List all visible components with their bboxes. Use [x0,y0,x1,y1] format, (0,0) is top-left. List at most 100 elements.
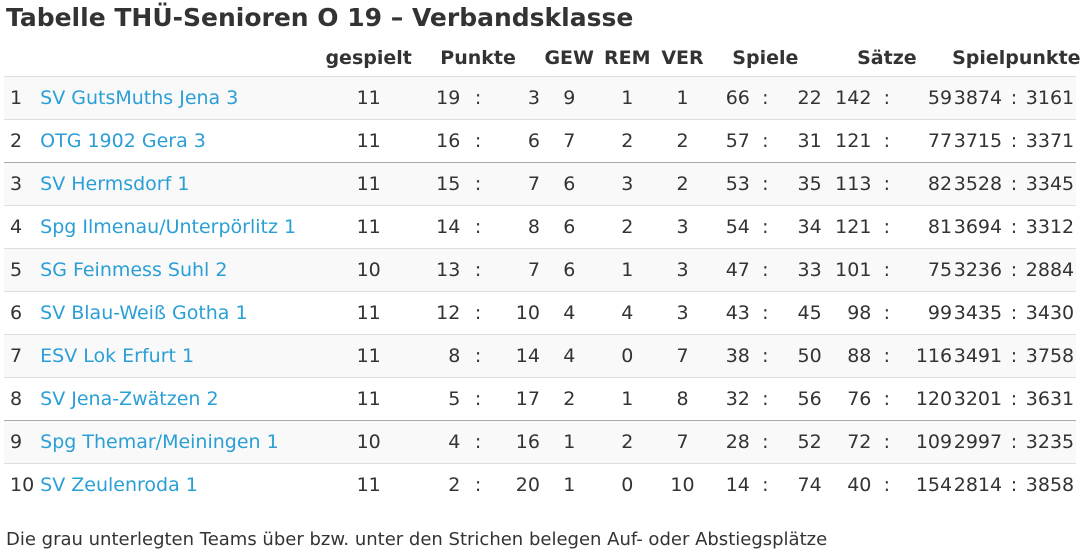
team-cell: SV Blau-Weiß Gotha 1 [37,291,322,335]
spielpunkte-plus-cell: 3715 [952,119,1006,163]
rem-cell: 0 [598,463,656,506]
spiele-plus-cell: 53 [709,162,750,206]
ver-cell: 2 [655,119,709,163]
rank-cell: 1 [4,76,38,120]
team-link[interactable]: SV Hermsdorf 1 [40,173,190,195]
punkte-plus-cell: 12 [416,291,461,335]
saetze-separator: : [871,205,903,249]
saetze-minus-cell: 77 [902,119,953,163]
gew-cell: 2 [539,377,599,421]
gespielt-cell: 11 [321,463,417,506]
rem-cell: 2 [598,205,656,249]
spielpunkte-separator: : [1005,162,1023,206]
rem-cell: 1 [598,377,656,421]
punkte-plus-cell: 8 [416,334,461,378]
saetze-separator: : [871,463,903,506]
ver-cell: 3 [655,248,709,292]
saetze-plus-cell: 40 [821,463,872,506]
gew-cell: 4 [539,291,599,335]
team-link[interactable]: SV Zeulenroda 1 [40,474,198,496]
punkte-separator: : [460,463,496,506]
team-link[interactable]: SV GutsMuths Jena 3 [40,87,239,109]
gespielt-cell: 11 [321,162,417,206]
spiele-plus-cell: 43 [709,291,750,335]
team-link[interactable]: SV Blau-Weiß Gotha 1 [40,302,248,324]
spiele-minus-cell: 56 [780,377,822,421]
spiele-separator: : [749,119,781,163]
punkte-minus-cell: 7 [495,162,540,206]
team-link[interactable]: OTG 1902 Gera 3 [40,130,206,152]
saetze-minus-cell: 59 [902,76,953,120]
spielpunkte-plus-cell: 3201 [952,377,1006,421]
punkte-plus-cell: 19 [416,76,461,120]
punkte-separator: : [460,76,496,120]
saetze-minus-cell: 154 [902,463,953,506]
saetze-minus-cell: 81 [902,205,953,249]
spielpunkte-separator: : [1005,334,1023,378]
spielpunkte-separator: : [1005,291,1023,335]
team-link[interactable]: Spg Themar/Meiningen 1 [40,431,279,453]
rank-cell: 7 [4,334,38,378]
spielpunkte-separator: : [1005,248,1023,292]
gew-cell: 6 [539,205,599,249]
team-link[interactable]: SV Jena-Zwätzen 2 [40,388,219,410]
spiele-plus-cell: 57 [709,119,750,163]
rem-cell: 1 [598,248,656,292]
punkte-plus-cell: 13 [416,248,461,292]
punkte-plus-cell: 15 [416,162,461,206]
table-row: 5 SG Feinmess Suhl 2 10 13:7 6 1 3 47:33 101:75 3… [4,248,1076,292]
spiele-minus-cell: 45 [780,291,822,335]
header-gespielt: gespielt [321,40,417,77]
team-link[interactable]: ESV Lok Erfurt 1 [40,345,195,367]
team-cell: SG Feinmess Suhl 2 [37,248,322,292]
saetze-separator: : [871,119,903,163]
rem-cell: 1 [598,76,656,120]
rank-cell: 3 [4,162,38,206]
spielpunkte-minus-cell: 3371 [1022,119,1076,163]
spielpunkte-plus-cell: 3491 [952,334,1006,378]
punkte-minus-cell: 20 [495,463,540,506]
team-cell: SV Hermsdorf 1 [37,162,322,206]
team-link[interactable]: Spg Ilmenau/Unterpörlitz 1 [40,216,297,238]
spiele-minus-cell: 31 [780,119,822,163]
table-row: 1 SV GutsMuths Jena 3 11 19:3 9 1 1 66:22 142:59… [4,76,1076,120]
rem-cell: 0 [598,334,656,378]
spiele-separator: : [749,377,781,421]
spiele-separator: : [749,76,781,120]
rem-cell: 3 [598,162,656,206]
rank-cell: 4 [4,205,38,249]
punkte-plus-cell: 4 [416,420,461,464]
punkte-minus-cell: 16 [495,420,540,464]
table-row: 9 Spg Themar/Meiningen 1 10 4:16 1 2 7 28:52 72:… [4,420,1076,464]
gespielt-cell: 11 [321,334,417,378]
spielpunkte-plus-cell: 3874 [952,76,1006,120]
saetze-minus-cell: 75 [902,248,953,292]
saetze-separator: : [871,334,903,378]
team-cell: SV Jena-Zwätzen 2 [37,377,322,421]
saetze-plus-cell: 101 [821,248,872,292]
spielpunkte-minus-cell: 3858 [1022,463,1076,506]
table-row: 7 ESV Lok Erfurt 1 11 8:14 4 0 7 38:50 88:116 349… [4,334,1076,378]
team-cell: Spg Ilmenau/Unterpörlitz 1 [37,205,322,249]
saetze-separator: : [871,76,903,120]
spiele-minus-cell: 52 [780,420,822,464]
punkte-separator: : [460,291,496,335]
gespielt-cell: 10 [321,248,417,292]
gew-cell: 7 [539,119,599,163]
punkte-separator: : [460,248,496,292]
punkte-minus-cell: 7 [495,248,540,292]
team-cell: Spg Themar/Meiningen 1 [37,420,322,464]
punkte-separator: : [460,119,496,163]
saetze-separator: : [871,248,903,292]
saetze-separator: : [871,377,903,421]
team-link[interactable]: SG Feinmess Suhl 2 [40,259,228,281]
team-cell: OTG 1902 Gera 3 [37,119,322,163]
header-spiele: Spiele [709,40,822,77]
table-header-row: gespielt Punkte GEW REM VER Spiele Sätze… [4,40,1080,77]
team-cell: SV Zeulenroda 1 [37,463,322,506]
table-row: 4 Spg Ilmenau/Unterpörlitz 1 11 14:8 6 2 3 54:3… [4,205,1076,249]
spielpunkte-separator: : [1005,377,1023,421]
punkte-separator: : [460,334,496,378]
gew-cell: 1 [539,420,599,464]
